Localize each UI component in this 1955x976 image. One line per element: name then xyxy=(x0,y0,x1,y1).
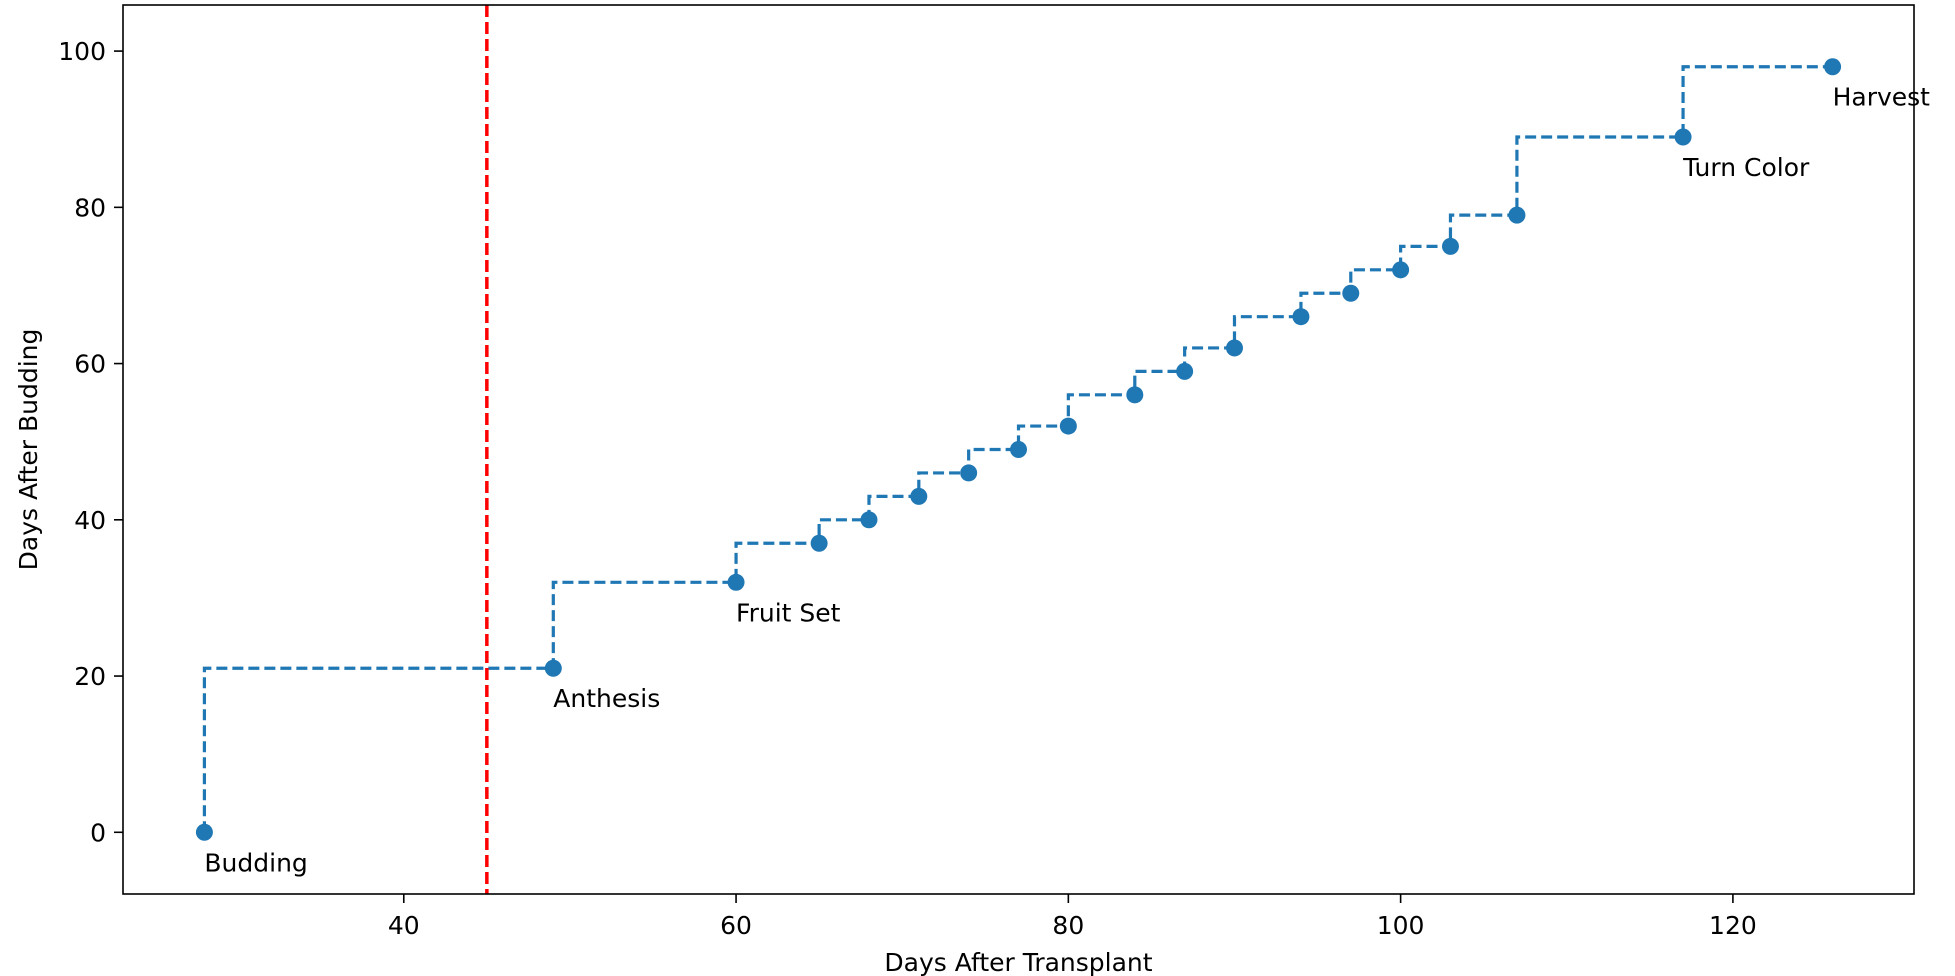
data-point xyxy=(960,464,978,482)
y-axis: 0 20 40 60 80 100 xyxy=(58,37,123,847)
annotation-label: Turn Color xyxy=(1682,153,1810,182)
x-tick-label: 40 xyxy=(388,911,420,940)
data-point xyxy=(195,823,213,841)
data-point xyxy=(1059,417,1077,435)
x-tick-label: 60 xyxy=(720,911,752,940)
data-point xyxy=(1441,237,1459,255)
data-point xyxy=(1010,441,1027,458)
data-point xyxy=(727,573,745,591)
data-point xyxy=(1225,339,1243,357)
plot-area: Budding Anthesis Fruit Set Turn Color Harves… xyxy=(195,5,1931,894)
x-axis-label: Days After Transplant xyxy=(884,948,1152,976)
y-tick-label: 20 xyxy=(74,662,106,691)
data-point xyxy=(1824,58,1842,76)
x-axis: 40 60 80 100 120 xyxy=(388,894,1757,940)
data-point xyxy=(1342,284,1360,302)
data-point xyxy=(910,487,928,505)
data-point xyxy=(1674,128,1692,146)
data-point xyxy=(544,659,562,677)
x-tick-label: 80 xyxy=(1052,911,1084,940)
annotation-label: Anthesis xyxy=(553,684,660,713)
annotation-label: Fruit Set xyxy=(736,598,841,627)
data-point xyxy=(1508,206,1526,224)
y-tick-label: 80 xyxy=(74,193,106,222)
data-point xyxy=(1126,386,1144,404)
x-tick-label: 100 xyxy=(1377,911,1425,940)
data-point xyxy=(1176,362,1194,380)
x-tick-label: 120 xyxy=(1709,911,1757,940)
plot-frame xyxy=(122,4,1915,895)
annotation-label: Harvest xyxy=(1833,83,1931,112)
data-point xyxy=(1392,261,1410,279)
y-tick-label: 100 xyxy=(58,37,106,66)
y-tick-label: 60 xyxy=(74,350,106,379)
y-tick-label: 0 xyxy=(90,818,106,847)
data-point xyxy=(860,511,878,529)
y-tick-label: 40 xyxy=(74,506,106,535)
y-axis-label: Days After Budding xyxy=(14,329,43,571)
annotation-label: Budding xyxy=(204,848,307,877)
data-point xyxy=(810,534,828,552)
data-point xyxy=(1292,308,1310,326)
